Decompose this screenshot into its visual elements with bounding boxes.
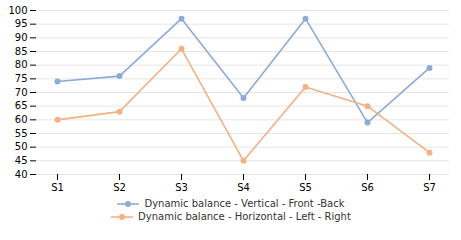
svg-text:S5: S5 — [299, 182, 312, 193]
svg-text:95: 95 — [15, 18, 28, 29]
svg-text:S1: S1 — [51, 182, 64, 193]
svg-text:85: 85 — [15, 46, 28, 57]
svg-text:45: 45 — [15, 155, 28, 166]
svg-text:75: 75 — [15, 73, 28, 84]
svg-text:65: 65 — [15, 100, 28, 111]
svg-text:S2: S2 — [113, 182, 126, 193]
svg-text:40: 40 — [15, 169, 28, 180]
svg-text:55: 55 — [15, 128, 28, 139]
svg-text:S7: S7 — [423, 182, 436, 193]
svg-text:70: 70 — [15, 87, 28, 98]
svg-text:90: 90 — [15, 32, 28, 43]
svg-text:S4: S4 — [237, 182, 250, 193]
html-text:Dynamic balance - Horizontal -: Dynamic balance - Horizontal - Left - Ri… — [138, 211, 351, 222]
html-text:Dynamic balance - Vertical - F: Dynamic balance - Vertical - Front -Back — [144, 198, 345, 209]
svg-text:50: 50 — [15, 141, 28, 152]
svg-text:100: 100 — [8, 5, 27, 16]
svg-text:S6: S6 — [361, 182, 374, 193]
svg-text:60: 60 — [15, 114, 28, 125]
svg-text:80: 80 — [15, 59, 28, 70]
svg-text:S3: S3 — [175, 182, 188, 193]
